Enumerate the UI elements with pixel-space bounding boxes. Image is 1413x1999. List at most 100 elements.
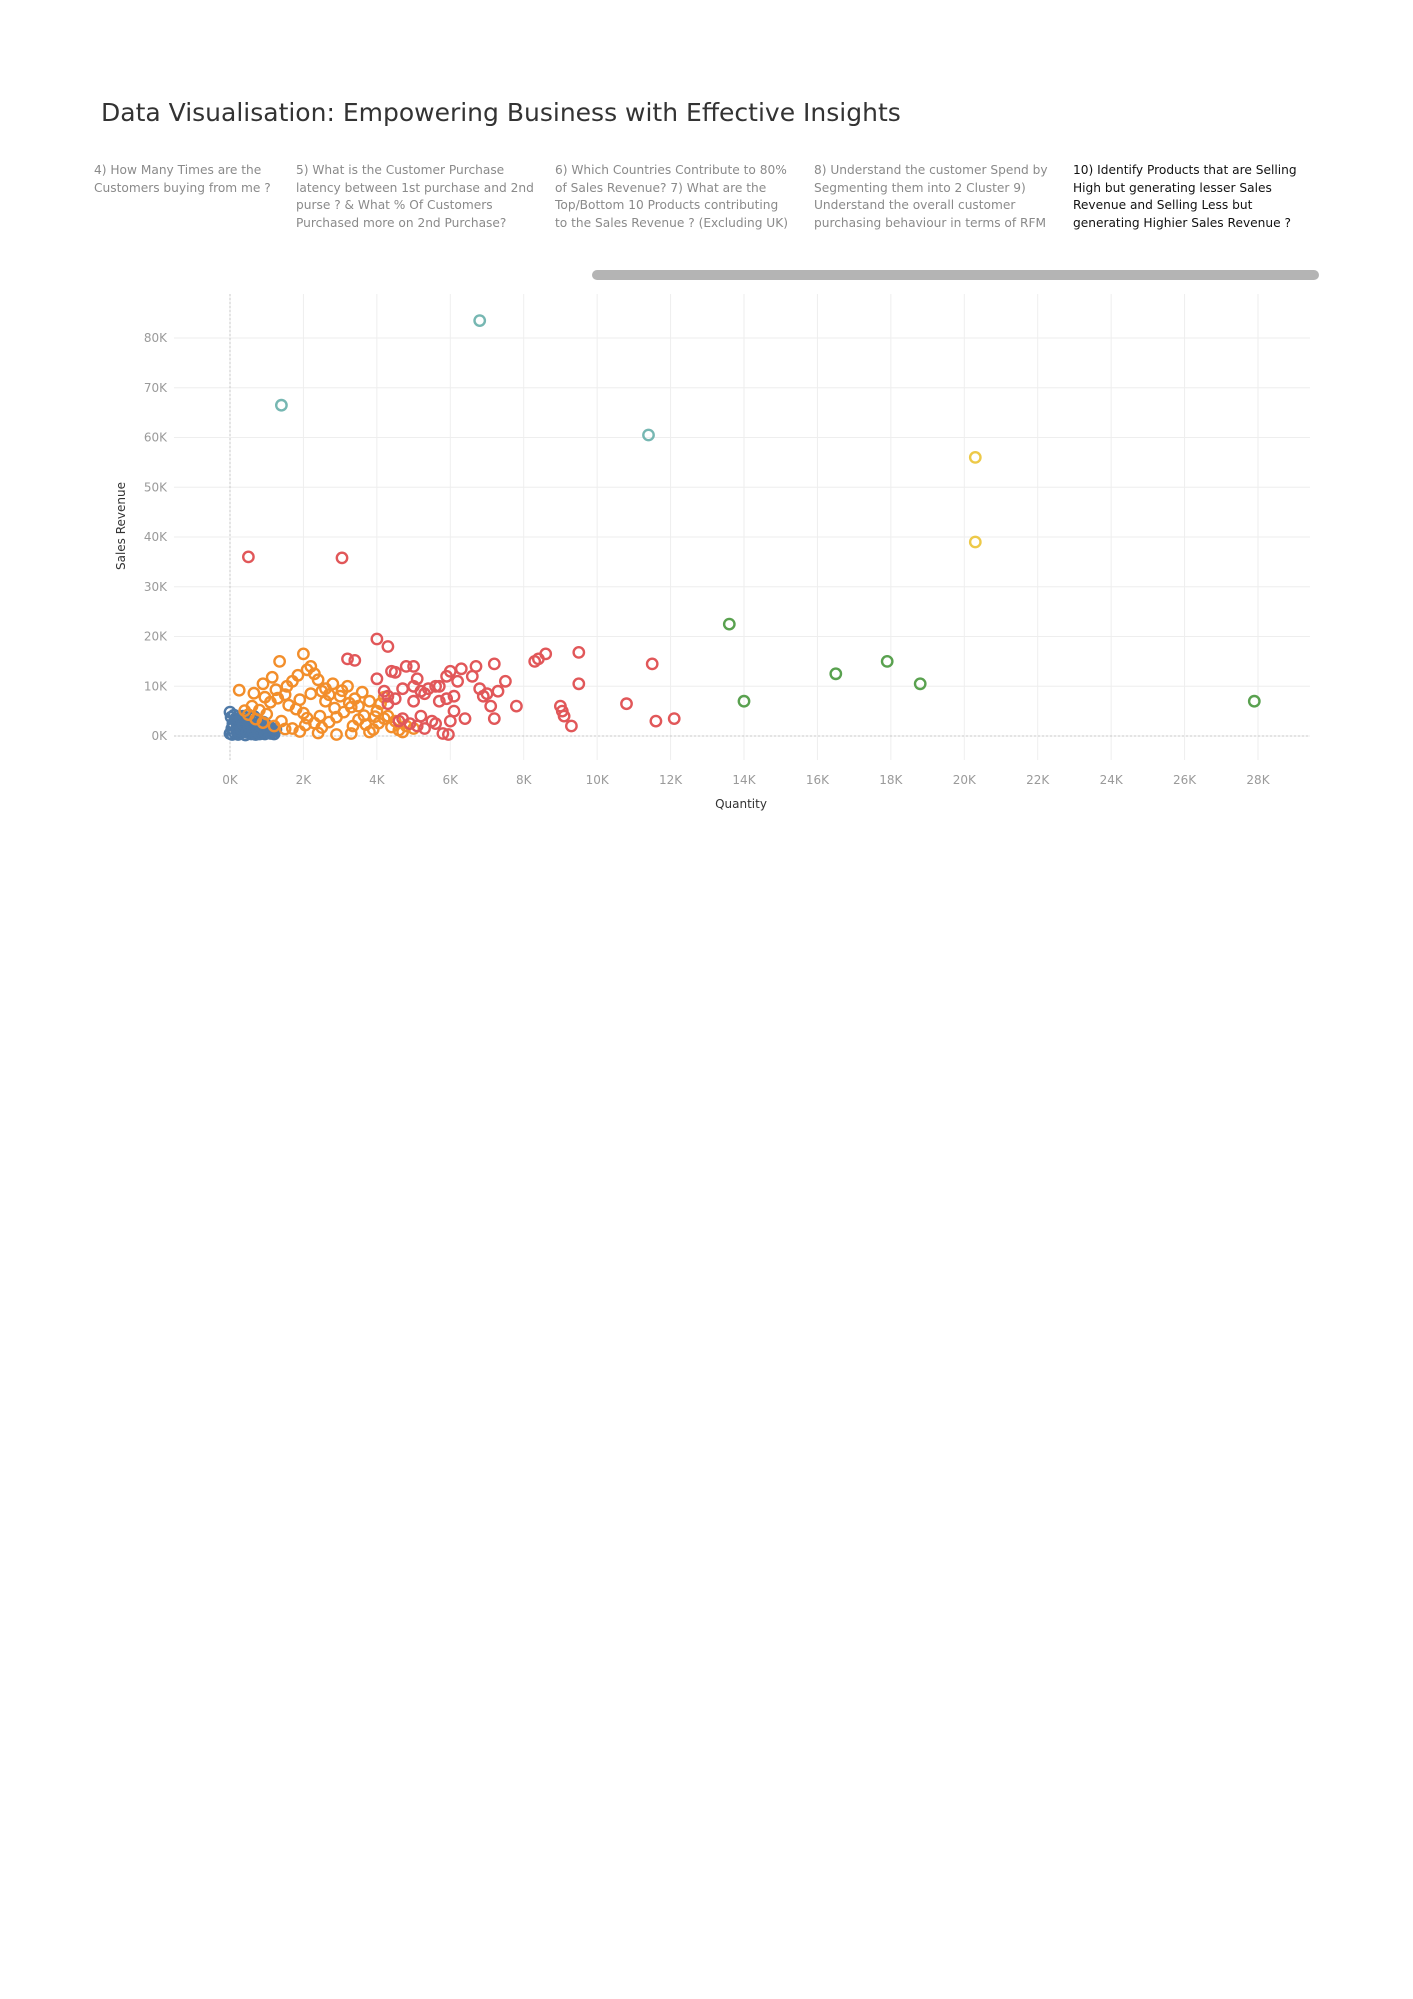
data-point[interactable] xyxy=(473,314,487,327)
data-point[interactable] xyxy=(370,632,384,646)
data-point[interactable] xyxy=(355,685,369,699)
data-point[interactable] xyxy=(572,646,586,659)
data-point[interactable] xyxy=(432,694,446,708)
data-point[interactable] xyxy=(737,694,751,708)
data-point[interactable] xyxy=(421,682,435,696)
data-point[interactable] xyxy=(440,692,453,706)
data-point[interactable] xyxy=(300,663,314,677)
data-point[interactable] xyxy=(247,686,261,700)
tab-question-10[interactable]: 10) Identify Products that are Selling H… xyxy=(1073,163,1297,230)
data-point[interactable] xyxy=(396,712,409,725)
data-point[interactable] xyxy=(565,719,578,733)
data-point[interactable] xyxy=(304,687,318,701)
data-point[interactable] xyxy=(344,727,358,740)
data-point[interactable] xyxy=(399,660,413,673)
tab-question-4[interactable]: 4) How Many Times are the Customers buyi… xyxy=(94,163,271,195)
data-point[interactable] xyxy=(968,450,982,464)
data-point[interactable] xyxy=(293,693,307,707)
data-point[interactable] xyxy=(319,694,332,708)
data-point[interactable] xyxy=(271,691,285,705)
data-point[interactable] xyxy=(278,688,292,702)
data-point[interactable] xyxy=(346,719,360,733)
data-point[interactable] xyxy=(913,677,927,691)
data-point[interactable] xyxy=(667,712,681,725)
data-point[interactable] xyxy=(274,714,288,728)
data-point[interactable] xyxy=(407,694,420,708)
data-point[interactable] xyxy=(645,657,659,671)
data-point[interactable] xyxy=(829,667,843,681)
data-point[interactable] xyxy=(328,701,341,715)
data-point[interactable] xyxy=(418,722,431,735)
data-point[interactable] xyxy=(363,694,376,708)
data-point[interactable] xyxy=(296,647,310,661)
data-point[interactable] xyxy=(341,652,354,666)
data-point[interactable] xyxy=(722,617,736,631)
data-point[interactable] xyxy=(491,684,505,698)
data-point[interactable] xyxy=(298,718,312,732)
data-point[interactable] xyxy=(498,674,512,688)
data-point[interactable] xyxy=(370,672,384,686)
data-point[interactable] xyxy=(649,714,663,728)
data-point[interactable] xyxy=(436,727,450,740)
data-point[interactable] xyxy=(487,657,501,671)
data-point[interactable] xyxy=(273,655,286,668)
data-point[interactable] xyxy=(407,660,420,673)
data-point[interactable] xyxy=(447,689,461,703)
tab-questions-6-7[interactable]: 6) Which Countries Contribute to 80% of … xyxy=(555,163,788,230)
data-point[interactable] xyxy=(642,428,655,442)
data-point[interactable] xyxy=(458,712,472,725)
data-point[interactable] xyxy=(342,696,356,710)
data-point[interactable] xyxy=(381,697,395,711)
data-point[interactable] xyxy=(335,551,349,565)
data-point[interactable] xyxy=(396,725,409,739)
data-point[interactable] xyxy=(880,655,894,668)
data-point[interactable] xyxy=(1247,694,1261,708)
data-point[interactable] xyxy=(265,670,279,684)
data-point[interactable] xyxy=(510,699,523,713)
data-point[interactable] xyxy=(410,672,424,686)
data-point[interactable] xyxy=(372,716,386,730)
data-point[interactable] xyxy=(285,722,299,735)
tab-questions-8-9[interactable]: 8) Understand the customer Spend by Segm… xyxy=(814,163,1048,230)
data-point[interactable] xyxy=(232,683,246,697)
data-point[interactable] xyxy=(620,697,633,711)
data-point[interactable] xyxy=(241,550,255,564)
data-point[interactable] xyxy=(487,712,501,725)
data-point[interactable] xyxy=(280,679,294,693)
data-point[interactable] xyxy=(313,709,327,723)
data-point[interactable] xyxy=(348,654,362,667)
data-point[interactable] xyxy=(322,688,336,702)
data-point[interactable] xyxy=(441,728,455,741)
data-point[interactable] xyxy=(968,535,982,549)
data-point[interactable] xyxy=(381,689,395,703)
data-point[interactable] xyxy=(557,709,571,723)
data-point[interactable] xyxy=(410,719,424,733)
data-point[interactable] xyxy=(469,660,483,673)
data-point[interactable] xyxy=(451,674,464,688)
data-point[interactable] xyxy=(311,673,325,687)
data-point[interactable] xyxy=(539,647,553,661)
data-point[interactable] xyxy=(454,662,468,676)
data-point[interactable] xyxy=(274,398,288,412)
x-tick-label: 18K xyxy=(879,773,903,787)
data-point[interactable] xyxy=(572,677,586,691)
data-point[interactable] xyxy=(396,682,409,696)
data-point[interactable] xyxy=(260,707,274,721)
data-point[interactable] xyxy=(291,668,305,682)
data-point[interactable] xyxy=(388,665,402,679)
data-point[interactable] xyxy=(335,684,349,698)
data-point[interactable] xyxy=(256,677,270,691)
data-point[interactable] xyxy=(330,728,343,741)
data-point[interactable] xyxy=(484,699,498,713)
data-point[interactable] xyxy=(447,704,461,718)
data-point[interactable] xyxy=(429,717,442,730)
y-tick-label: 50K xyxy=(144,480,168,494)
x-axis-title: Quantity xyxy=(715,797,767,811)
data-point[interactable] xyxy=(381,640,395,653)
data-point[interactable] xyxy=(258,690,272,704)
tab-question-5[interactable]: 5) What is the Customer Purchase latency… xyxy=(296,163,534,230)
data-point[interactable] xyxy=(368,710,382,723)
tabs-scrollbar[interactable] xyxy=(592,270,1319,280)
data-point[interactable] xyxy=(269,683,283,697)
tabs-scrollbar-thumb[interactable] xyxy=(592,270,1319,280)
